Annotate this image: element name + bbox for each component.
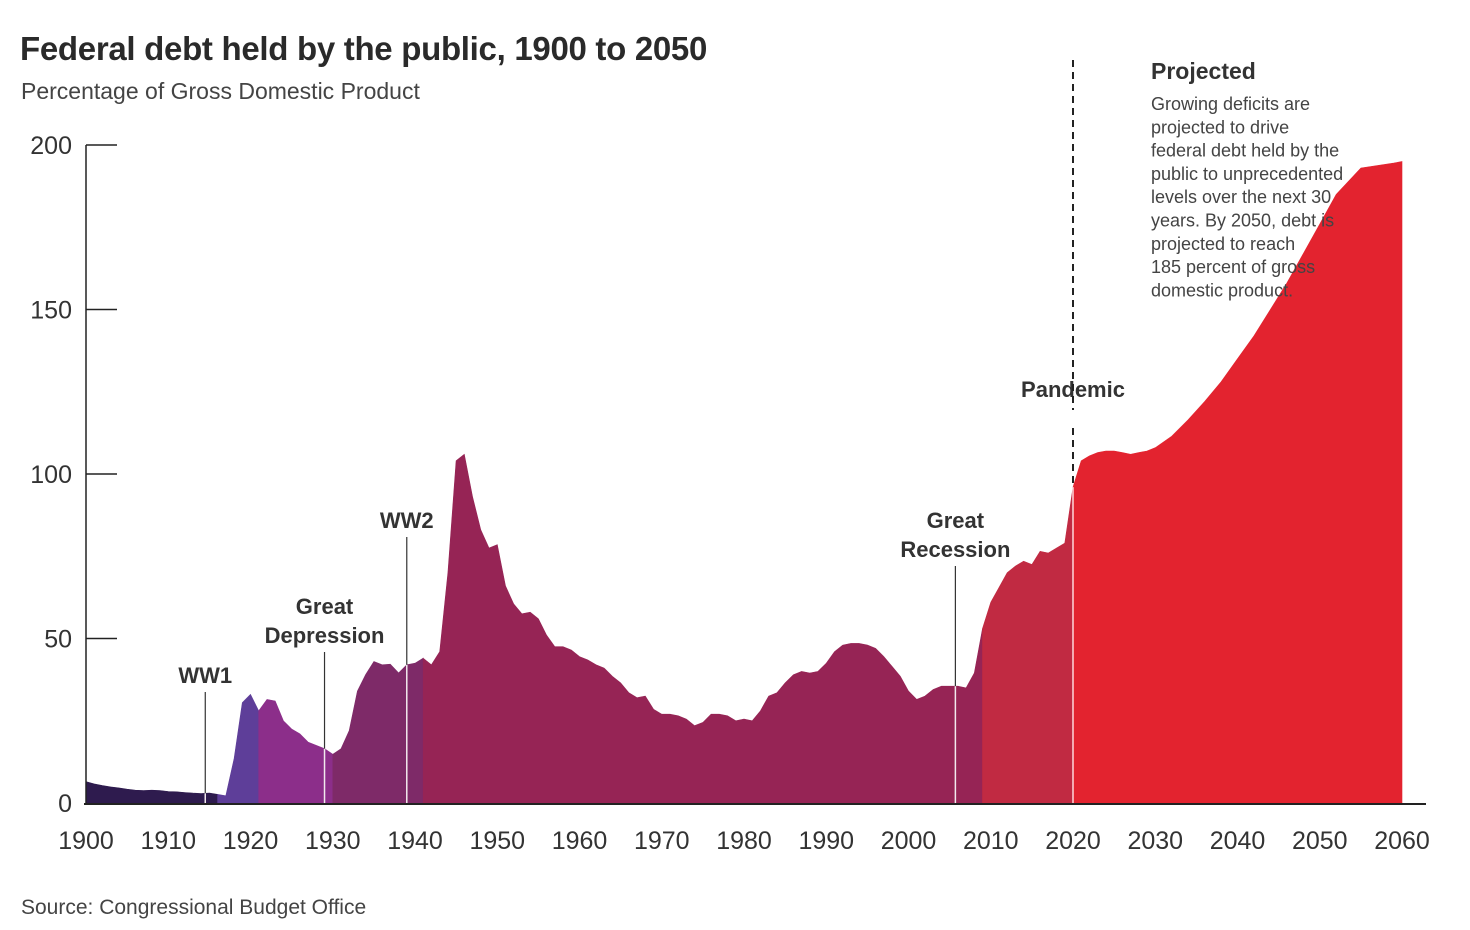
projection-note-line: domestic product.: [1151, 280, 1293, 300]
x-tick-label: 1920: [223, 827, 279, 855]
chart-title: Federal debt held by the public, 1900 to…: [20, 30, 708, 67]
x-tick-label: 1910: [140, 827, 196, 855]
projection-note-line: levels over the next 30: [1151, 187, 1331, 207]
area-segments: [85, 161, 1403, 804]
event-markers: [204, 537, 957, 803]
x-tick-label: 1980: [716, 827, 772, 855]
x-tick-label: 1970: [634, 827, 690, 855]
projection-title: Projected: [1151, 58, 1256, 84]
area-segment-3: [258, 699, 334, 804]
axes: 0 50 100 150 200 1900 1910 1920 1930 1940 1950 1960…: [30, 132, 1430, 855]
event-label: Great: [927, 508, 985, 533]
projection-note-line: years. By 2050, debt is: [1151, 211, 1334, 231]
x-tick-label: 2020: [1045, 827, 1101, 855]
y-tick-label: 150: [30, 297, 72, 325]
x-tick-label: 1990: [798, 827, 854, 855]
area-segment-7: [1072, 161, 1403, 804]
area-segment-4: [332, 657, 424, 804]
projection-note-line: projected to reach: [1151, 234, 1295, 254]
x-tick-label: 2010: [963, 827, 1019, 855]
y-tick-label: 200: [30, 132, 72, 160]
x-tick-label: 2060: [1374, 827, 1430, 855]
area-segment-6: [982, 487, 1074, 804]
area-segment-1: [85, 781, 218, 804]
event-label: Depression: [265, 623, 385, 648]
area-segment-2: [217, 693, 259, 804]
projection-note-line: Growing deficits are: [1151, 94, 1310, 114]
projection-annotation: Projected Growing deficits are projected t…: [1072, 58, 1343, 803]
x-tick-label: 1930: [305, 827, 361, 855]
y-tick-label: 50: [44, 626, 72, 654]
event-label: Great: [296, 594, 354, 619]
x-tick-label: 2030: [1127, 827, 1183, 855]
source-note: Source: Congressional Budget Office: [21, 896, 367, 919]
x-tick-label: 2040: [1210, 827, 1266, 855]
projection-note-line: 185 percent of gross: [1151, 257, 1315, 277]
y-tick-label: 100: [30, 461, 72, 489]
x-tick-label: 1940: [387, 827, 443, 855]
event-label: WW1: [178, 663, 232, 688]
x-tick-label: 2000: [881, 827, 937, 855]
projection-note-line: projected to drive: [1151, 117, 1289, 137]
projection-note-line: public to unprecedented: [1151, 164, 1343, 184]
x-tick-label: 2050: [1292, 827, 1348, 855]
chart-subtitle: Percentage of Gross Domestic Product: [21, 78, 420, 104]
x-tick-label: 1950: [469, 827, 525, 855]
x-tick-label: 1960: [552, 827, 608, 855]
area-segment-5: [422, 453, 983, 804]
event-label: WW2: [380, 508, 434, 533]
projection-note-line: federal debt held by the: [1151, 141, 1339, 161]
event-label: Recession: [900, 537, 1010, 562]
x-tick-label: 1900: [58, 827, 114, 855]
y-tick-label: 0: [58, 790, 72, 818]
